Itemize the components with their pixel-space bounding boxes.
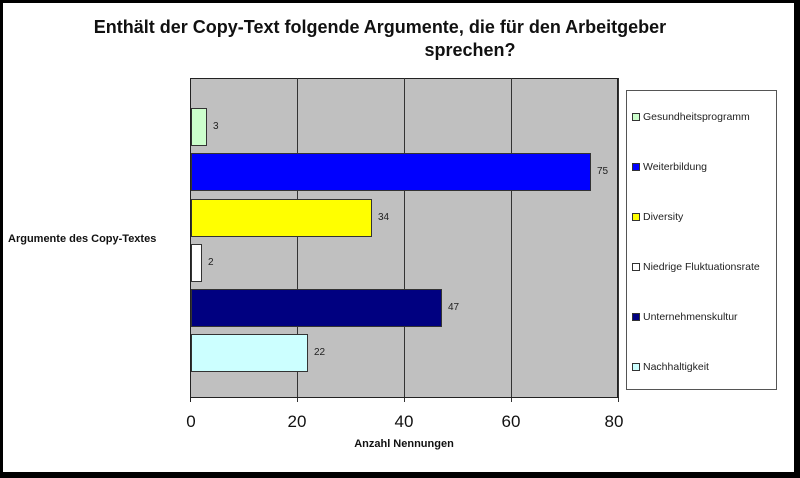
x-axis-label: Anzahl Nennungen [354, 438, 454, 450]
legend-item: Nachhaltigkeit [632, 361, 709, 373]
legend-label: Gesundheitsprogramm [643, 111, 750, 123]
bar-nachhaltigkeit [191, 334, 308, 372]
legend: Gesundheitsprogramm Weiterbildung Diversit… [626, 90, 777, 390]
x-tick-60: 60 [501, 412, 521, 431]
chart-title-line-1: Enthält der Copy-Text folgende Argumente… [93, 17, 667, 37]
legend-label: Nachhaltigkeit [643, 361, 709, 373]
legend-item: Niedrige Fluktuationsrate [632, 261, 760, 273]
bar-value-label: 34 [378, 212, 390, 223]
legend-label: Unternehmenskultur [643, 311, 738, 323]
y-axis-label: Argumente des Copy-Textes [8, 233, 157, 245]
legend-swatch-icon [632, 113, 640, 121]
legend-swatch-icon [632, 313, 640, 321]
bar-niedrige-fluktuationsrate [191, 244, 202, 282]
y-axis [190, 78, 191, 402]
legend-item: Gesundheitsprogramm [632, 111, 750, 123]
legend-swatch-icon [632, 163, 640, 171]
legend-item: Unternehmenskultur [632, 311, 738, 323]
legend-swatch-icon [632, 213, 640, 221]
legend-swatch-icon [632, 263, 640, 271]
chart-title: Enthält der Copy-Text folgende Argumente… [0, 16, 800, 62]
chart-title-line-2: sprechen? [424, 40, 516, 60]
gridline-80 [618, 78, 619, 402]
bar-value-label: 2 [208, 257, 214, 268]
bar-value-label: 22 [314, 347, 326, 358]
x-tick-0: 0 [186, 412, 196, 431]
bar-gesundheitsprogramm [191, 108, 207, 146]
gridline-60 [511, 78, 512, 402]
legend-swatch-icon [632, 363, 640, 371]
x-axis [190, 397, 619, 398]
legend-label: Weiterbildung [643, 161, 708, 173]
x-tick-20: 20 [287, 412, 307, 431]
legend-item: Diversity [632, 211, 683, 223]
bar-value-label: 47 [448, 302, 460, 313]
x-tick-80: 80 [604, 412, 624, 431]
bar-value-label: 3 [213, 121, 219, 132]
legend-label: Diversity [643, 211, 684, 223]
bar-value-label: 75 [597, 166, 609, 177]
bar-weiterbildung [191, 153, 591, 191]
legend-label: Niedrige Fluktuationsrate [643, 261, 760, 273]
legend-item: Weiterbildung [632, 161, 707, 173]
gridline-40 [404, 78, 405, 402]
bar-diversity [191, 199, 372, 237]
gridline-20 [297, 78, 298, 402]
bar-unternehmenskultur [191, 289, 442, 327]
x-tick-40: 40 [394, 412, 414, 431]
